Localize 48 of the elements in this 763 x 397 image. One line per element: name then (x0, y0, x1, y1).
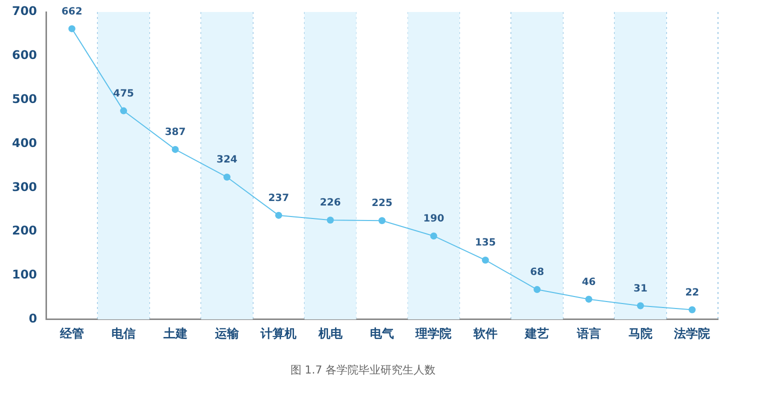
x-tick-label: 机电 (317, 326, 344, 341)
x-tick-label: 软件 (472, 326, 498, 341)
point (636, 302, 644, 310)
data-label: 225 (372, 198, 393, 210)
text: 图 1.7 各学院毕业研究生人数 (290, 363, 436, 376)
point (275, 212, 282, 219)
x-tick-label: 建艺 (524, 326, 550, 341)
point (378, 217, 386, 224)
x-tick-label: 经管 (58, 326, 84, 341)
data-label: 387 (164, 127, 186, 138)
x-tick-label: 计算机 (260, 326, 297, 341)
data-label: 135 (474, 238, 496, 249)
y-tick-label: 600 (12, 48, 38, 62)
x-tick-label: 马院 (628, 326, 652, 341)
y-tick-label: 0 (28, 312, 38, 326)
data-label: 22 (685, 287, 700, 298)
x-tick-label: 电气 (370, 326, 394, 341)
x-tick-label: 土建 (162, 326, 188, 341)
x-tick-label: 语言 (576, 326, 601, 341)
point (585, 296, 592, 303)
data-label: 46 (582, 276, 596, 288)
data-label: 662 (61, 6, 82, 18)
x-tick-label: 电信 (112, 326, 136, 341)
point (326, 216, 334, 224)
x-tick-label: 运输 (214, 326, 240, 341)
y-tick-label: 500 (12, 92, 38, 106)
data-label: 68 (530, 267, 544, 278)
point (223, 174, 230, 181)
point (534, 286, 541, 294)
point (172, 146, 179, 153)
point (482, 256, 489, 264)
y-tick-label: 200 (12, 224, 38, 238)
y-tick-label: 400 (12, 136, 38, 150)
y-tick-label: 300 (12, 180, 38, 194)
data-label: 226 (320, 198, 341, 209)
data-label: 475 (113, 88, 134, 100)
point (430, 232, 438, 240)
point (68, 25, 76, 32)
point (120, 107, 128, 114)
y-tick-label: 100 (12, 268, 38, 282)
x-tick-label: 理学院 (414, 326, 452, 341)
data-label: 31 (634, 283, 648, 294)
x-tick-label: 法学院 (673, 326, 710, 341)
data-label: 324 (216, 154, 238, 166)
data-label: 190 (423, 214, 444, 225)
y-tick-label: 700 (12, 4, 38, 18)
point (688, 306, 696, 314)
data-label: 237 (268, 192, 290, 204)
